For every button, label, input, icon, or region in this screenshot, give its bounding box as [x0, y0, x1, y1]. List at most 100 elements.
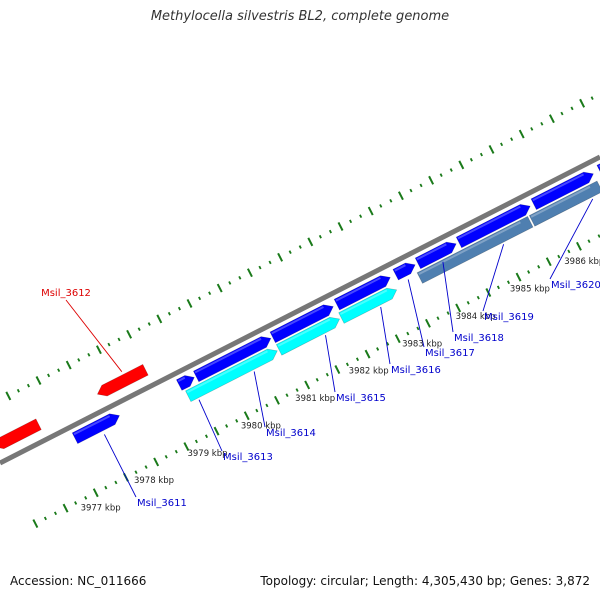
scale-label: 3984 kbp	[456, 312, 496, 322]
forward-gene-arrow-shine	[457, 205, 521, 240]
outer-tick	[570, 106, 574, 111]
inner-tick	[153, 457, 160, 467]
outer-tick	[107, 342, 111, 347]
inner-tick	[466, 300, 470, 305]
outer-tick	[530, 127, 534, 131]
inner-tick	[527, 270, 531, 274]
outer-tick	[57, 368, 61, 373]
outer-tick	[246, 268, 253, 278]
forward-gene-arrow-shine	[416, 243, 447, 261]
inner-tick	[537, 265, 541, 269]
outer-tick	[389, 198, 393, 203]
inner-tick	[455, 303, 462, 313]
inner-tick	[446, 311, 450, 315]
inner-tick	[576, 241, 582, 251]
inner-tick	[364, 349, 371, 359]
forward-gene-arrow	[175, 375, 195, 391]
highlight-feature-block-shine	[530, 185, 591, 218]
outer-tick	[198, 296, 202, 301]
label-leader-lines	[65, 198, 594, 498]
inner-tick	[194, 439, 198, 444]
inner-tick	[174, 449, 178, 454]
outer-tick	[409, 188, 413, 193]
outer-tick	[337, 222, 344, 231]
inner-tick	[315, 377, 319, 382]
label-layer: 3977 kbp 3978 kbp 3979 kbp 3980 kbp 3981 kbp…	[41, 257, 600, 514]
outer-tick	[77, 358, 81, 362]
outer-tick	[137, 327, 141, 331]
outer-tick	[307, 237, 314, 247]
highlight-feature-block	[416, 215, 534, 284]
scale-label: 3982 kbp	[349, 367, 389, 377]
inner-tick	[235, 419, 239, 423]
inner-tick	[243, 411, 250, 421]
feature-track	[0, 163, 600, 450]
outer-tick	[428, 175, 435, 185]
inner-tick	[496, 285, 500, 290]
cds-feature-block	[338, 287, 398, 324]
outer-tick	[500, 142, 504, 147]
scale-label: 3981 kbp	[295, 394, 335, 404]
inner-tick	[515, 272, 522, 282]
gene-label: Msil_3617	[425, 348, 475, 359]
inner-tick	[587, 239, 591, 244]
inner-tick	[394, 334, 401, 344]
outer-tick	[318, 234, 322, 239]
cds-feature-block	[185, 348, 278, 403]
outer-tick	[147, 322, 151, 326]
outer-tick	[277, 252, 284, 262]
gene-label: Msil_3614	[266, 428, 316, 439]
inner-tick	[104, 485, 108, 490]
inner-tick	[406, 331, 410, 336]
forward-gene-arrow-shine	[177, 376, 186, 382]
inner-tick	[355, 357, 360, 362]
outer-tick	[65, 360, 72, 370]
forward-gene-arrow	[71, 413, 120, 445]
reverse-gene-arrow	[96, 363, 149, 397]
scale-label: 3985 kbp	[510, 285, 550, 295]
outer-tick	[379, 204, 383, 208]
forward-gene-arrow	[192, 336, 272, 383]
scale-label: 3983 kbp	[402, 340, 442, 350]
highlight-feature-block-shine	[418, 221, 521, 275]
outer-tick	[258, 265, 262, 270]
outer-tick	[167, 311, 171, 316]
outer-tick	[479, 152, 483, 157]
outer-tick	[359, 214, 363, 219]
outer-tick	[156, 314, 163, 324]
inner-tick	[225, 424, 229, 428]
inner-tick	[386, 342, 390, 346]
outer-tick	[288, 250, 292, 254]
inner-tick	[436, 316, 440, 321]
inner-tick	[334, 365, 341, 374]
inner-tick	[114, 480, 118, 485]
inner-tick	[265, 403, 269, 408]
outer-tick-track	[5, 96, 594, 401]
cds-feature-block-shine	[186, 350, 268, 394]
inner-tick	[274, 395, 280, 405]
inner-tick	[204, 434, 209, 439]
gene-leader-line	[380, 306, 391, 365]
gene-leader-line	[65, 299, 123, 372]
gene-leader-line	[442, 261, 454, 333]
inner-tick	[92, 488, 99, 498]
outer-tick	[488, 145, 495, 154]
cds-feature-block	[275, 316, 341, 356]
outer-tick	[26, 383, 30, 388]
scale-label: 3979 kbp	[187, 449, 227, 459]
forward-gene-arrow	[269, 304, 334, 344]
outer-tick	[268, 260, 272, 265]
inner-tick	[84, 496, 88, 500]
inner-tick	[183, 442, 190, 451]
forward-gene-arrow-shine	[73, 415, 111, 436]
outer-tick	[560, 111, 564, 116]
inner-tick	[62, 503, 69, 513]
outer-tick	[228, 281, 232, 285]
genome-backbone	[0, 154, 600, 466]
gene-leader-line	[198, 399, 223, 452]
inner-tick	[295, 388, 299, 392]
outer-tick	[35, 376, 42, 385]
inner-tick	[43, 516, 47, 521]
gene-label: Msil_3616	[391, 365, 441, 376]
